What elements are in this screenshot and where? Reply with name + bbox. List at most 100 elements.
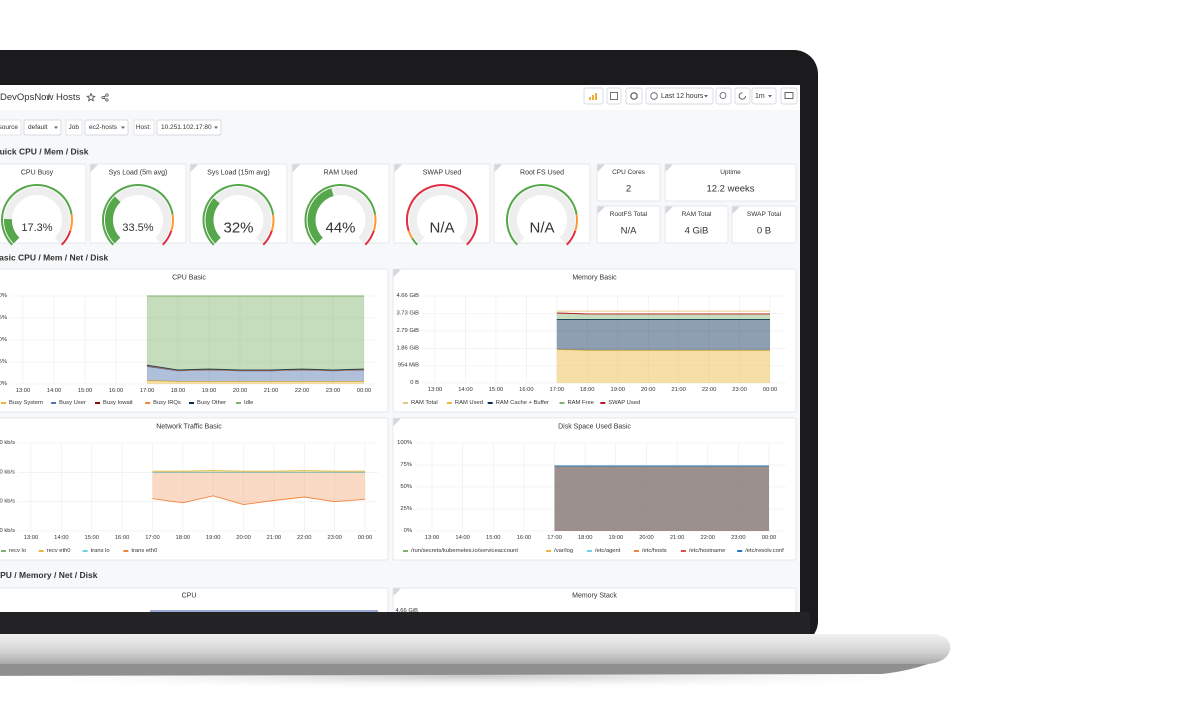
y-tick-label: 100% — [397, 440, 412, 446]
legend-label: RAM Cache + Buffer — [496, 400, 549, 406]
series-line — [146, 365, 365, 371]
series-area — [554, 465, 769, 531]
chart-title: CPU Basic — [172, 275, 206, 282]
x-tick-label: 14:00 — [455, 535, 470, 541]
y-tick-label: 25% — [400, 506, 412, 512]
panel — [189, 163, 288, 244]
screen: DevOpsNow/ Hosts Last 12 hours 1m Datasource… — [0, 85, 800, 614]
toolbar-button[interactable] — [645, 87, 714, 105]
x-tick-label: 14:00 — [458, 387, 473, 393]
series-area — [556, 319, 770, 351]
stat-value: 0 B — [757, 226, 771, 237]
gauge-threshold — [364, 230, 375, 246]
gauge-threshold — [506, 184, 578, 246]
gauge-threshold — [372, 214, 377, 232]
star-icon[interactable] — [86, 92, 96, 102]
panel-info-corner — [597, 206, 605, 214]
refresh-icon — [738, 92, 746, 100]
bezel-bottom — [0, 612, 810, 634]
series-area — [152, 472, 365, 505]
variable-select[interactable] — [84, 119, 129, 136]
series-line — [146, 380, 364, 382]
time-range: Last 12 hours — [661, 93, 704, 100]
breadcrumb-separator: / — [47, 92, 50, 103]
variable-select[interactable] — [156, 119, 222, 136]
variable-value: default — [28, 124, 48, 131]
legend-label: Idle — [244, 400, 253, 406]
x-tick-label: 18:00 — [580, 387, 595, 393]
x-tick-label: 14:00 — [47, 388, 62, 394]
series-area — [554, 465, 769, 531]
x-tick-label: 17:00 — [547, 535, 562, 541]
x-tick-label: 17:00 — [550, 387, 565, 393]
caret — [214, 126, 218, 129]
x-tick-label: 20:00 — [639, 535, 654, 541]
toolbar-button[interactable] — [625, 87, 643, 105]
toolbar-button[interactable] — [751, 87, 777, 105]
series-area — [556, 313, 770, 320]
toolbar-button[interactable] — [715, 87, 732, 105]
y-tick-label: 4.66 GiB — [395, 608, 418, 614]
legend-label: /etc/hostname — [689, 548, 725, 554]
x-tick-label: 22:00 — [295, 388, 310, 394]
x-tick-label: 14:00 — [54, 535, 69, 541]
series-line — [152, 495, 366, 506]
legend-label: SWAP Used — [608, 400, 640, 406]
panel — [392, 587, 797, 612]
panel-info-corner — [394, 164, 402, 172]
panel-info-corner — [665, 164, 673, 172]
gauge-value-arc — [105, 196, 121, 244]
gauge-threshold — [61, 230, 72, 246]
series-area — [554, 465, 769, 531]
page-title: Hosts — [56, 92, 81, 103]
y-tick-label: -100 kb/s — [0, 528, 15, 534]
toolbar-button[interactable] — [734, 87, 751, 105]
variable-select[interactable] — [23, 119, 62, 136]
variable-label: Datasource — [0, 124, 18, 131]
gauge-threshold — [304, 184, 377, 246]
x-tick-label: 22:00 — [700, 535, 715, 541]
legend-label: /etc/agent — [595, 548, 621, 554]
variable-label: Job — [69, 124, 80, 131]
x-tick-label: 19:00 — [202, 388, 217, 394]
y-tick-label: 1.86 GiB — [396, 345, 419, 351]
caret — [121, 126, 125, 129]
y-tick-label: 50% — [0, 337, 7, 343]
toolbar-button[interactable] — [780, 87, 798, 105]
series-line — [146, 364, 365, 371]
gauge-value: 17.3% — [21, 222, 52, 234]
y-tick-label: 954 MiB — [398, 363, 419, 369]
x-tick-label: 19:00 — [609, 535, 624, 541]
gauge-title: Root FS Used — [520, 170, 564, 177]
variable-label-box — [133, 119, 155, 136]
x-tick-label: 18:00 — [176, 535, 191, 541]
x-tick-label: 20:00 — [641, 387, 656, 393]
variable-value: 10.251.102.17:80 — [161, 124, 212, 131]
gauge-title: SWAP Used — [423, 170, 462, 177]
series-line — [556, 312, 770, 315]
y-tick-label: 3.73 GiB — [396, 310, 419, 316]
panel — [596, 163, 661, 202]
stat-title: RootFS Total — [610, 211, 648, 218]
tv-icon — [784, 92, 794, 99]
share-icon-dot — [105, 98, 109, 102]
x-tick-label: 20:00 — [236, 535, 251, 541]
x-tick-label: 23:00 — [327, 535, 342, 541]
gauge-threshold — [102, 184, 174, 246]
gauge-threshold — [1, 184, 73, 246]
stat-title: SWAP Total — [747, 211, 782, 218]
gauge-threshold — [574, 214, 578, 232]
y-tick-label: 50% — [400, 484, 412, 490]
x-tick-label: 13:00 — [428, 387, 443, 393]
x-tick-label: 13:00 — [16, 388, 31, 394]
x-tick-label: 17:00 — [145, 535, 160, 541]
gauge-value: 32% — [223, 220, 253, 237]
stat-title: RAM Total — [682, 211, 712, 218]
panel-info-corner — [494, 164, 502, 172]
row-title: Quick CPU / Mem / Disk — [0, 147, 89, 157]
x-tick-label: 16:00 — [519, 387, 534, 393]
x-tick-label: 16:00 — [109, 388, 124, 394]
toolbar-button[interactable] — [606, 87, 622, 105]
series-area — [554, 465, 769, 531]
